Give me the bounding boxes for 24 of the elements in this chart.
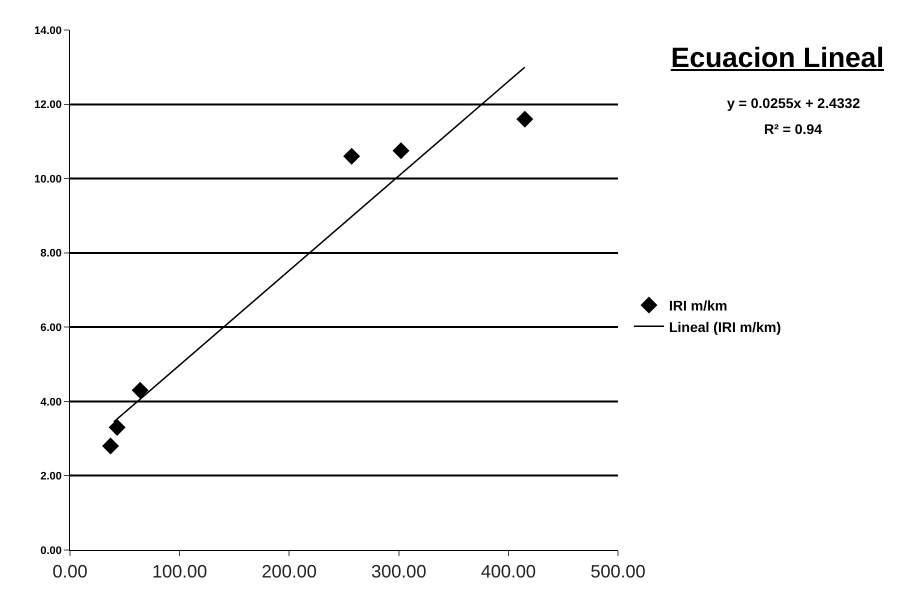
y-tick-label: 6.00 [40, 322, 62, 334]
point [108, 418, 126, 436]
legend-label: IRI m/km [668, 298, 728, 314]
point [102, 438, 119, 454]
x-tick-label: 500.00 [590, 562, 646, 582]
x-tick-label: 300.00 [371, 562, 426, 582]
point [516, 110, 534, 128]
x-tick-label: 100.00 [152, 562, 208, 582]
y-tick-label: 0.00 [40, 544, 62, 557]
x-tick-label: 200.00 [262, 562, 317, 582]
legend-label: Lineal (IRI m/km) [668, 318, 781, 335]
y-tick-label: 2.00 [40, 470, 62, 483]
text: y = 0.0255x + 2.4332 [727, 95, 860, 111]
point [392, 142, 410, 160]
point [132, 382, 149, 399]
y-tick-label: 4.00 [40, 396, 62, 408]
y-tick-label: 12.00 [34, 99, 62, 112]
y-tick-label: 14.00 [34, 24, 62, 37]
point [343, 148, 360, 165]
text: Ecuacion Lineal [670, 42, 884, 74]
y-tick-label: 8.00 [40, 248, 62, 260]
y-tick-label: 10.00 [34, 173, 62, 186]
x-tick-label: 400.00 [480, 562, 536, 582]
text: R² = 0.94 [764, 121, 822, 137]
